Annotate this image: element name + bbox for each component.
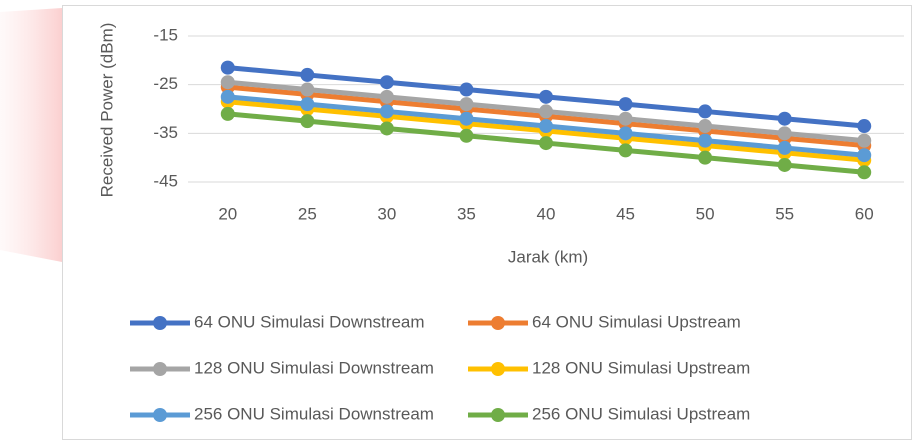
data-point [300, 114, 315, 129]
data-point [618, 97, 633, 112]
data-point [379, 75, 394, 90]
data-point [300, 97, 315, 112]
x-tick-label: 20 [218, 204, 237, 223]
data-point [539, 104, 553, 119]
legend-label: 256 ONU Simulasi Downstream [194, 404, 434, 423]
legend-marker [153, 362, 167, 376]
data-point [539, 89, 553, 104]
legend-label: 128 ONU Simulasi Downstream [194, 358, 434, 377]
x-tick-label: 25 [298, 204, 317, 223]
x-axis-title: Jarak (km) [508, 247, 588, 266]
data-point [857, 148, 872, 163]
data-point [220, 106, 235, 121]
legend-label: 128 ONU Simulasi Upstream [532, 358, 750, 377]
x-tick-label: 45 [616, 204, 635, 223]
data-point [777, 126, 792, 141]
data-point [459, 97, 474, 112]
data-point [220, 60, 235, 75]
data-point [698, 133, 713, 148]
data-point [618, 111, 633, 126]
y-axis-title: Received Power (dBm) [97, 23, 116, 198]
data-point [539, 136, 553, 151]
data-point [618, 126, 633, 141]
y-tick-label: -35 [153, 123, 178, 142]
data-point [698, 119, 713, 134]
x-tick-label: 60 [855, 204, 874, 223]
decoration [0, 8, 62, 262]
data-point [777, 157, 792, 172]
data-point [459, 111, 474, 126]
data-point [300, 67, 315, 82]
legend-marker [491, 316, 505, 330]
y-tick-label: -45 [153, 171, 178, 190]
y-tick-label: -15 [153, 25, 178, 44]
legend-marker [153, 408, 167, 422]
legend-label: 64 ONU Simulasi Downstream [194, 312, 425, 331]
legend-marker [153, 316, 167, 330]
y-tick-label: -25 [153, 74, 178, 93]
data-point [220, 89, 235, 104]
data-point [618, 143, 633, 158]
x-tick-label: 55 [775, 204, 794, 223]
x-tick-label: 30 [377, 204, 396, 223]
legend-marker [491, 362, 505, 376]
data-point [379, 89, 394, 104]
data-point [379, 104, 394, 119]
data-point [220, 75, 235, 90]
data-point [379, 121, 394, 136]
x-tick-label: 40 [537, 204, 556, 223]
data-point [777, 140, 792, 155]
legend-marker [491, 408, 505, 422]
legend-label: 64 ONU Simulasi Upstream [532, 312, 741, 331]
x-tick-label: 35 [457, 204, 476, 223]
data-point [300, 82, 315, 97]
data-point [698, 104, 713, 119]
data-point [857, 119, 872, 134]
data-point [857, 165, 872, 180]
x-tick-label: 50 [696, 204, 715, 223]
legend-label: 256 ONU Simulasi Upstream [532, 404, 750, 423]
data-point [539, 119, 553, 134]
data-point [857, 133, 872, 148]
data-point [459, 128, 474, 143]
data-point [459, 82, 474, 97]
data-point [777, 111, 792, 126]
data-point [698, 150, 713, 165]
